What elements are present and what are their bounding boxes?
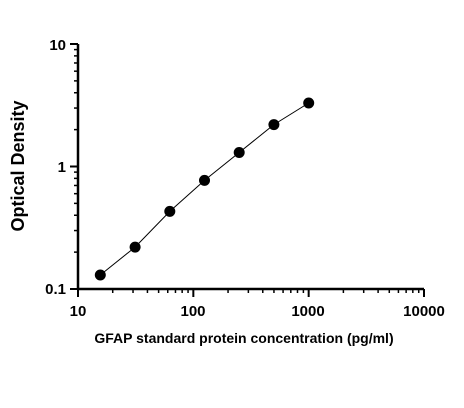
data-point bbox=[164, 205, 176, 217]
data-point bbox=[268, 119, 280, 131]
data-point bbox=[129, 241, 141, 253]
x-tick-label-1000: 1000 bbox=[291, 303, 324, 320]
y-axis-title: Optical Density bbox=[8, 100, 28, 231]
x-axis-title: GFAP standard protein concentration (pg/… bbox=[94, 330, 393, 346]
data-point bbox=[199, 174, 210, 186]
x-tick-label-10000: 10000 bbox=[403, 303, 445, 320]
data-point bbox=[303, 97, 315, 109]
x-tick-label-10: 10 bbox=[70, 303, 87, 320]
y-tick-label-1: 1 bbox=[58, 159, 66, 176]
tick-labels: 10 100 1000 10000 0.1 1 10 bbox=[45, 37, 445, 320]
y-tick-label-0.1: 0.1 bbox=[45, 281, 66, 298]
data-point bbox=[233, 147, 245, 158]
axes bbox=[76, 44, 424, 291]
series-1 bbox=[94, 97, 315, 281]
data-point bbox=[94, 269, 106, 281]
y-tick-label-10: 10 bbox=[49, 37, 66, 54]
x-tick-label-100: 100 bbox=[180, 303, 205, 320]
ticks bbox=[70, 43, 425, 297]
